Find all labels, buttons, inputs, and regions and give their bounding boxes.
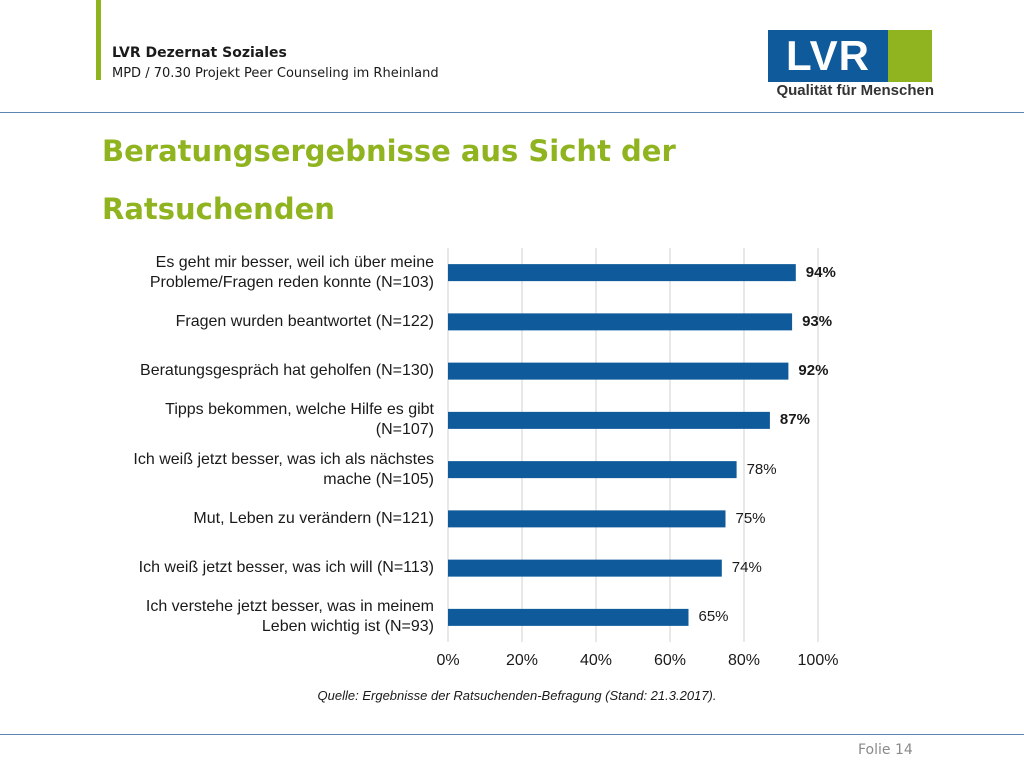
x-tick-label: 20% <box>505 652 539 669</box>
bar <box>448 411 770 429</box>
bar <box>448 608 689 626</box>
category-label: Tipps bekommen, welche Hilfe es gibt (N=1… <box>96 400 434 440</box>
x-tick-label: 100% <box>797 652 839 669</box>
bar <box>448 313 793 331</box>
chart-source: Quelle: Ergebnisse der Ratsuchenden-Befr… <box>317 688 717 703</box>
header-accent-bar <box>96 0 101 80</box>
bar <box>448 264 796 282</box>
category-label: Es geht mir besser, weil ich über meine P… <box>96 253 434 293</box>
category-label-line: Ich weiß jetzt besser, was ich als nächs… <box>133 450 434 468</box>
category-label-line: Fragen wurden beantwortet (N=122) <box>175 312 434 330</box>
logo-mark: LVR <box>768 30 1024 82</box>
category-label-line: Probleme/Fragen reden konnte (N=103) <box>149 273 434 291</box>
bar-chart: 0% 20% 40% 60% 80% 100% Es geht mir besser, we… <box>96 244 856 680</box>
slide-title: Beratungsergebnisse aus Sicht der Ratsuc… <box>102 122 822 238</box>
value-label: 94% <box>805 263 836 281</box>
value-label: 74% <box>731 559 762 577</box>
value-label: 78% <box>746 460 777 478</box>
category-label-line: Es geht mir besser, weil ich über meine <box>155 253 434 271</box>
lvr-logo: LVR Qualität für Menschen <box>764 30 1024 100</box>
category-label: Ich weiß jetzt besser, was ich will (N=1… <box>96 558 434 578</box>
bar <box>448 362 789 380</box>
logo-letters: LVR <box>786 32 870 79</box>
x-tick-label: 60% <box>653 652 687 669</box>
bar <box>448 510 726 528</box>
logo-green-block <box>888 30 1024 82</box>
org-name: LVR Dezernat Soziales <box>112 45 287 61</box>
value-label: 87% <box>779 411 810 429</box>
header-divider <box>0 112 1024 113</box>
category-label: Fragen wurden beantwortet (N=122) <box>96 312 434 332</box>
category-label: Ich weiß jetzt besser, was ich als nächs… <box>96 450 434 490</box>
value-label: 92% <box>798 362 829 380</box>
x-tick-label: 80% <box>727 652 761 669</box>
value-label: 75% <box>735 509 766 527</box>
slide-number: Folie 14 <box>858 742 913 758</box>
value-label: 65% <box>698 608 729 626</box>
category-label: Beratungsgespräch hat geholfen (N=130) <box>96 361 434 381</box>
footer-divider <box>0 734 1024 735</box>
slide-title-line-1: Beratungsergebnisse aus Sicht der <box>102 134 676 168</box>
category-label-line: Ich weiß jetzt besser, was ich will (N=1… <box>138 559 434 577</box>
logo-blue-block: LVR <box>768 30 888 82</box>
slide-title-line-2: Ratsuchenden <box>102 192 335 226</box>
chart-plot-area <box>447 248 819 642</box>
category-label-line: Tipps bekommen, welche Hilfe es gibt <box>165 401 434 419</box>
category-label-line: Leben wichtig ist (N=93) <box>261 618 434 636</box>
category-label-line: Beratungsgespräch hat geholfen (N=130) <box>140 362 434 380</box>
value-label: 93% <box>802 312 833 330</box>
project-name: MPD / 70.30 Projekt Peer Counseling im R… <box>112 66 439 81</box>
bar <box>448 461 737 479</box>
category-label: Mut, Leben zu verändern (N=121) <box>96 509 434 529</box>
category-label-line: (N=107) <box>375 421 434 439</box>
category-label: Ich verstehe jetzt besser, was in meinem… <box>96 597 434 637</box>
category-label-line: mache (N=105) <box>323 470 434 488</box>
category-label-line: Ich verstehe jetzt besser, was in meinem <box>145 598 434 616</box>
logo-tagline: Qualität für Menschen <box>776 82 934 99</box>
x-tick-label: 40% <box>579 652 613 669</box>
face-profile-icon <box>1022 34 1024 76</box>
category-label-line: Mut, Leben zu verändern (N=121) <box>193 509 434 527</box>
x-tick-label: 0% <box>436 652 460 669</box>
bar <box>448 559 722 577</box>
